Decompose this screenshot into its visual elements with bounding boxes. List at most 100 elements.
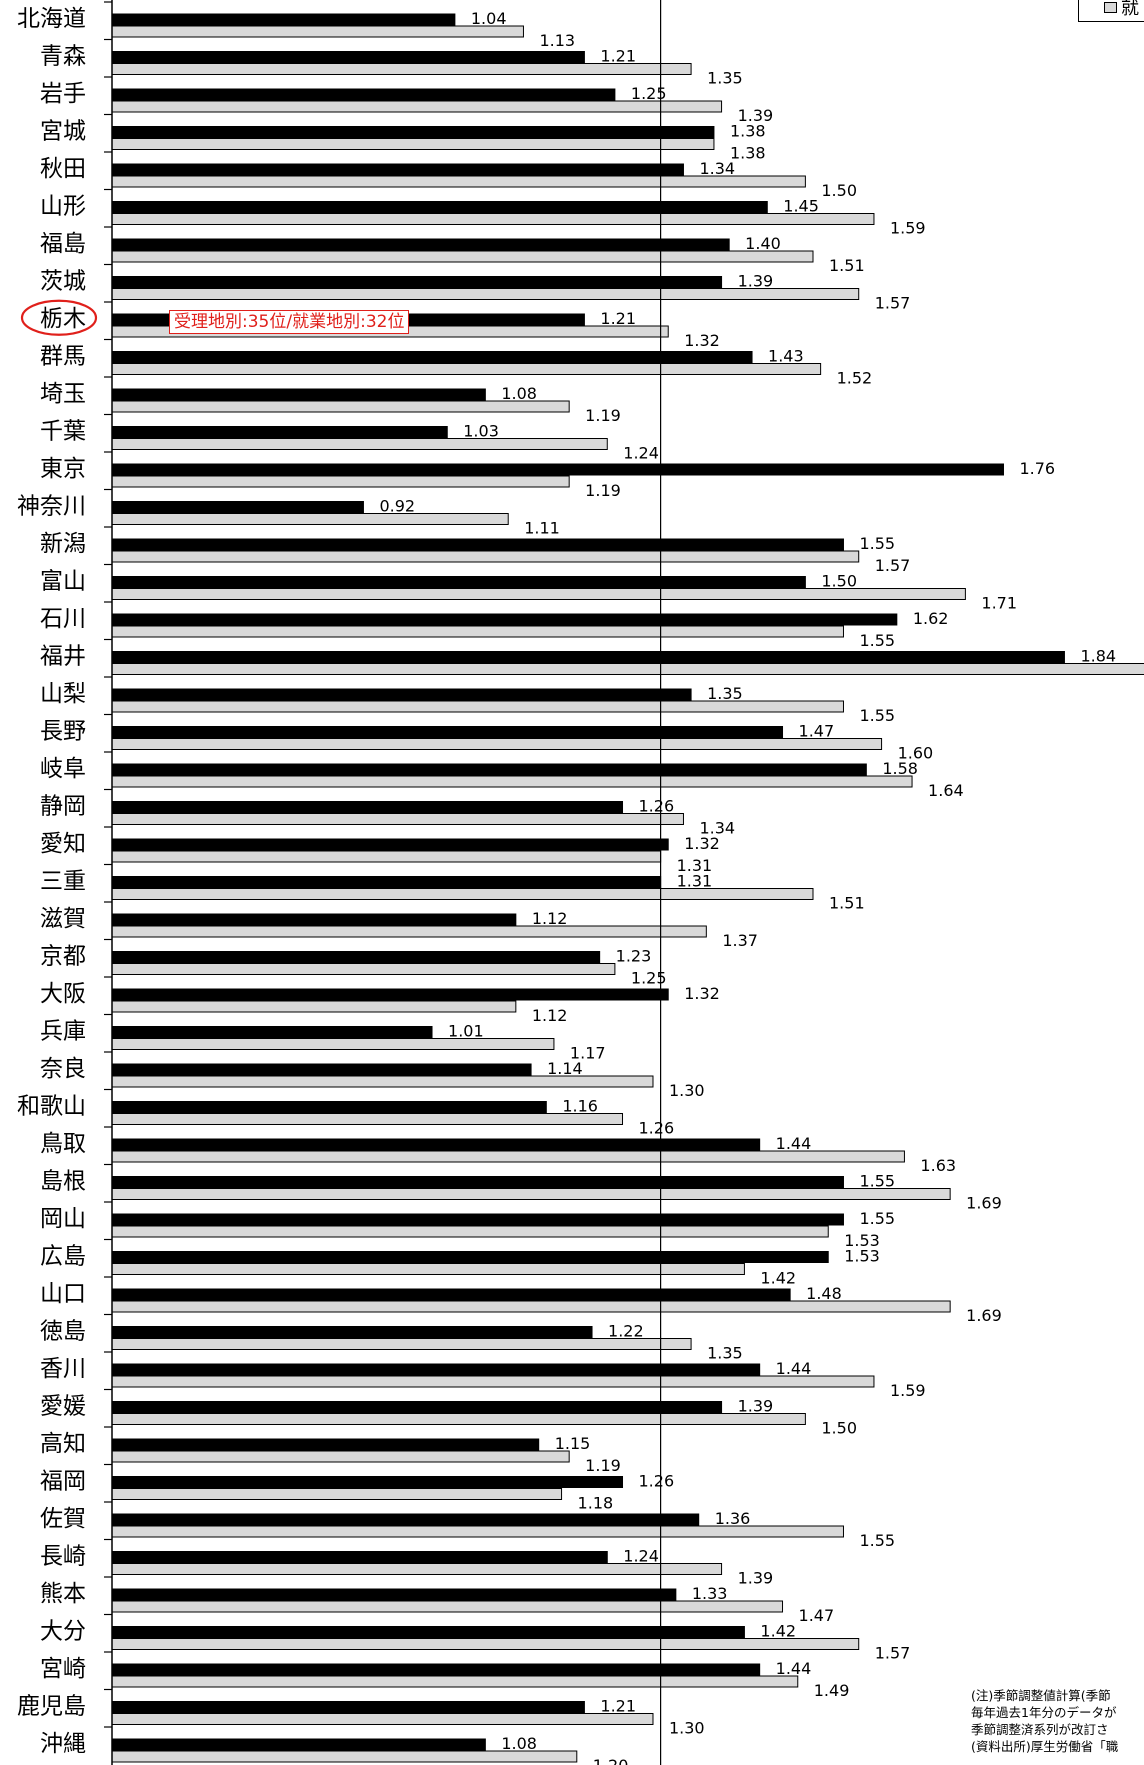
bar-series-1 — [111, 1551, 608, 1563]
bar-series-2 — [111, 738, 883, 750]
category-label: 兵庫 — [40, 1018, 86, 1044]
footnote-line-3: 季節調整済系列が改訂さ — [971, 1722, 1109, 1737]
bar-series-1 — [111, 951, 601, 963]
value-label-series-1: 1.39 — [738, 272, 774, 291]
value-label-series-1: 1.08 — [501, 384, 537, 403]
bar-series-1 — [111, 1588, 677, 1601]
value-label-series-1: 0.92 — [379, 497, 415, 516]
value-label-series-1: 1.15 — [555, 1434, 591, 1453]
value-label-series-2: 1.35 — [707, 1344, 743, 1363]
bar-series-1 — [111, 1176, 844, 1188]
bar-series-1 — [111, 538, 844, 551]
bar-series-1 — [111, 988, 669, 1001]
bar-series-2 — [111, 1038, 555, 1050]
value-label-series-1: 1.32 — [684, 834, 720, 853]
category-label: 大分 — [40, 1618, 86, 1644]
value-label-series-1: 1.44 — [776, 1659, 812, 1678]
value-label-series-2: 1.51 — [829, 256, 865, 275]
value-label-series-1: 1.26 — [639, 1472, 675, 1491]
bar-series-2 — [111, 1338, 692, 1350]
bars-layer — [104, 0, 1144, 1765]
bar-series-1 — [111, 876, 662, 888]
value-label-series-2: 1.55 — [859, 706, 895, 725]
value-label-series-2: 1.47 — [799, 1606, 835, 1625]
category-label: 石川 — [40, 606, 86, 632]
value-label-series-2: 1.12 — [532, 1006, 568, 1025]
value-label-series-2: 1.34 — [699, 819, 735, 838]
bar-series-1 — [111, 351, 753, 363]
value-label-series-2: 1.26 — [639, 1119, 675, 1138]
bar-series-2 — [111, 475, 570, 488]
bar-series-1 — [111, 501, 364, 513]
value-label-series-1: 1.84 — [1080, 647, 1116, 666]
bar-series-1 — [111, 13, 456, 26]
category-label: 山梨 — [40, 681, 86, 707]
category-label: 山形 — [40, 193, 86, 219]
value-label-series-1: 1.53 — [844, 1247, 880, 1266]
value-label-series-2: 1.18 — [578, 1494, 614, 1513]
category-label: 宮城 — [40, 118, 86, 144]
bar-series-2 — [111, 1188, 951, 1200]
category-label: 岡山 — [40, 1206, 86, 1232]
value-label-series-2: 1.69 — [966, 1306, 1002, 1325]
value-label-series-2: 1.42 — [760, 1269, 796, 1288]
bar-series-2 — [111, 513, 509, 525]
bar-series-1 — [111, 576, 806, 588]
value-label-series-1: 1.22 — [608, 1322, 644, 1341]
value-label-series-2: 1.19 — [585, 406, 621, 425]
value-label-series-2: 1.57 — [875, 294, 911, 313]
value-label-series-2: 1.19 — [585, 1456, 621, 1475]
bar-series-2 — [111, 1413, 806, 1425]
category-label: 茨城 — [40, 268, 86, 294]
value-label-series-1: 1.23 — [616, 947, 652, 966]
bar-series-1 — [111, 1251, 829, 1263]
bar-series-1 — [111, 388, 486, 401]
rank-annotation: 受理地別:35位/就業地別:32位 — [169, 310, 410, 334]
category-label: 徳島 — [40, 1318, 86, 1344]
value-label-series-2: 1.57 — [875, 1644, 911, 1663]
value-label-series-1: 1.31 — [677, 872, 713, 891]
value-label-series-1: 1.24 — [623, 1547, 659, 1566]
category-label: 栃木 — [40, 306, 86, 332]
value-label-series-1: 1.08 — [501, 1734, 537, 1753]
value-label-series-2: 1.49 — [814, 1681, 850, 1700]
bar-series-1 — [111, 1138, 761, 1151]
category-label: 福島 — [40, 231, 86, 257]
bar-series-1 — [111, 1101, 547, 1113]
category-label: 青森 — [40, 43, 86, 69]
category-label: 香川 — [40, 1356, 86, 1382]
bar-series-1 — [111, 1063, 532, 1076]
bar-series-2 — [111, 1488, 563, 1500]
bar-series-1 — [111, 201, 768, 213]
bar-series-2 — [111, 925, 707, 938]
category-label: 高知 — [40, 1431, 86, 1457]
highlight-ellipse — [20, 299, 98, 336]
value-label-series-2: 1.39 — [738, 1569, 774, 1588]
value-label-series-2: 1.71 — [981, 594, 1017, 613]
category-label: 鹿児島 — [17, 1693, 86, 1719]
value-label-series-2: 1.60 — [898, 744, 934, 763]
category-label: 千葉 — [40, 418, 86, 444]
category-label: 三重 — [40, 868, 86, 894]
value-label-series-2: 1.35 — [707, 69, 743, 88]
category-label: 福岡 — [40, 1468, 86, 1494]
bar-series-1 — [111, 163, 684, 176]
bar-series-1 — [111, 238, 730, 251]
bar-series-2 — [111, 250, 814, 263]
value-label-series-1: 1.04 — [471, 9, 507, 28]
value-label-series-2: 1.55 — [859, 631, 895, 650]
value-label-series-1: 1.43 — [768, 347, 804, 366]
value-label-series-1: 1.48 — [806, 1284, 842, 1303]
bar-series-2 — [111, 813, 684, 825]
bar-series-2 — [111, 1675, 799, 1688]
category-label: 宮崎 — [40, 1656, 86, 1682]
bar-series-1 — [111, 1288, 791, 1301]
value-label-series-1: 1.40 — [745, 234, 781, 253]
category-label: 京都 — [40, 943, 86, 969]
value-label-series-1: 1.39 — [738, 1397, 774, 1416]
value-label-series-2: 1.30 — [669, 1081, 705, 1100]
bar-series-1 — [111, 51, 585, 63]
bar-series-2 — [111, 138, 715, 150]
category-label: 岩手 — [40, 81, 86, 107]
